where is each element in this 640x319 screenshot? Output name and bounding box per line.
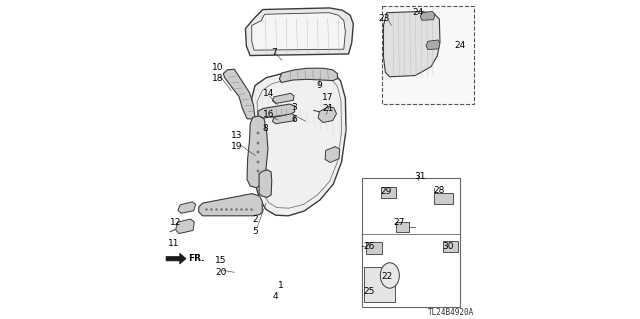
Polygon shape <box>175 219 195 234</box>
Bar <box>365 242 381 254</box>
Text: 18: 18 <box>212 74 223 83</box>
Text: 27: 27 <box>393 218 404 227</box>
Bar <box>364 267 395 301</box>
Text: TL24B4920A: TL24B4920A <box>428 308 474 317</box>
Bar <box>381 187 396 198</box>
Polygon shape <box>199 194 262 216</box>
Polygon shape <box>252 71 346 216</box>
Text: 15: 15 <box>215 256 227 265</box>
Polygon shape <box>383 11 440 77</box>
Text: 13: 13 <box>231 131 243 140</box>
Text: 6: 6 <box>291 115 297 124</box>
Polygon shape <box>252 13 346 50</box>
Ellipse shape <box>380 263 399 288</box>
Text: 22: 22 <box>381 271 392 281</box>
Polygon shape <box>178 202 196 213</box>
Bar <box>362 178 460 307</box>
Text: 21: 21 <box>322 104 333 113</box>
Text: 17: 17 <box>322 93 333 102</box>
Bar <box>442 241 458 252</box>
Text: 24: 24 <box>454 41 466 49</box>
Text: 12: 12 <box>170 218 182 227</box>
Text: 19: 19 <box>231 143 243 152</box>
Text: 10: 10 <box>212 63 223 72</box>
Text: 2: 2 <box>252 215 258 224</box>
Polygon shape <box>245 8 353 56</box>
Text: 16: 16 <box>263 110 275 119</box>
Bar <box>382 6 474 104</box>
Polygon shape <box>420 11 435 20</box>
Text: 24: 24 <box>412 8 424 17</box>
Polygon shape <box>280 68 337 83</box>
Text: 20: 20 <box>215 268 227 277</box>
Text: 25: 25 <box>364 287 375 296</box>
Text: 7: 7 <box>271 48 277 57</box>
Polygon shape <box>259 170 272 197</box>
Polygon shape <box>166 253 186 264</box>
Bar <box>396 222 410 232</box>
Text: 11: 11 <box>168 239 180 248</box>
Text: 8: 8 <box>262 124 268 133</box>
Text: 30: 30 <box>442 242 454 251</box>
Text: 4: 4 <box>273 292 278 301</box>
Text: 28: 28 <box>434 186 445 195</box>
Polygon shape <box>325 147 340 162</box>
Polygon shape <box>426 40 440 49</box>
Text: 23: 23 <box>379 14 390 23</box>
Text: 5: 5 <box>252 226 258 235</box>
Text: 31: 31 <box>415 172 426 181</box>
Text: 3: 3 <box>291 103 297 112</box>
Text: 1: 1 <box>278 281 284 290</box>
Polygon shape <box>247 116 268 188</box>
Polygon shape <box>273 114 295 124</box>
Text: 26: 26 <box>364 242 375 251</box>
Text: 9: 9 <box>317 81 323 90</box>
Polygon shape <box>318 107 337 122</box>
Polygon shape <box>223 69 255 119</box>
Bar <box>434 193 452 204</box>
Text: 29: 29 <box>380 187 392 196</box>
Polygon shape <box>273 93 294 103</box>
Text: FR.: FR. <box>188 254 205 263</box>
Polygon shape <box>258 104 294 118</box>
Text: 14: 14 <box>263 89 275 99</box>
